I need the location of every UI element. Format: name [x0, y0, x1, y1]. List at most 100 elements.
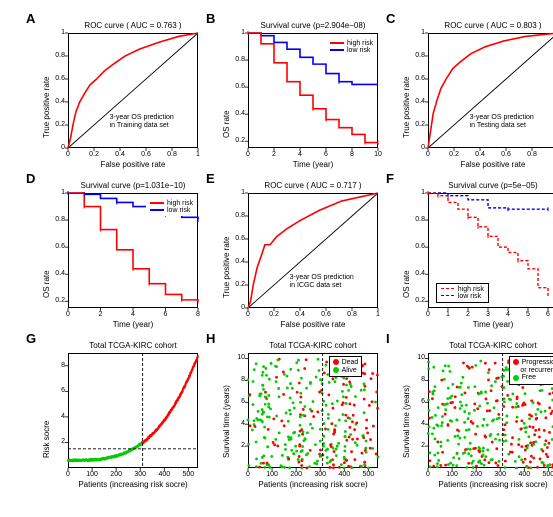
xtick: 4: [292, 151, 308, 158]
panel-label-G: G: [26, 331, 36, 346]
ytick: 1: [228, 29, 245, 36]
ytick: 0.2: [408, 297, 425, 304]
xtick: 300: [132, 471, 148, 478]
xtick: 0.4: [472, 151, 488, 158]
legend-item: low risk: [150, 207, 193, 214]
ytick: 0.2: [228, 281, 245, 288]
xtick: 1: [370, 311, 386, 318]
ytick: 0.6: [228, 235, 245, 242]
legend: Progression or recurrenceFree: [509, 356, 553, 385]
ytick: 0.4: [228, 258, 245, 265]
plot-title: Total TCGA-KIRC cohort: [63, 341, 203, 350]
panel-I: ITotal TCGA-KIRC cohortPatients (increas…: [390, 335, 553, 495]
panel-F: FSurvival curve (p=5e−05)Time (year)OS r…: [390, 175, 553, 335]
panel-G: GTotal TCGA-KIRC cohortPatients (increas…: [30, 335, 210, 495]
panel-label-F: F: [386, 171, 394, 186]
legend-item: high risk: [441, 286, 484, 293]
xtick: 300: [312, 471, 328, 478]
xtick: 0.8: [344, 311, 360, 318]
panel-label-I: I: [386, 331, 390, 346]
xtick: 8: [190, 311, 206, 318]
xtick: 0: [420, 471, 436, 478]
ylabel: True positive rate: [222, 236, 231, 298]
xtick: 4: [125, 311, 141, 318]
xtick: 1: [440, 311, 456, 318]
annotation: 3-year OS predictionin ICGC data set: [290, 274, 354, 291]
plot-title: ROC curve ( AUC = 0.803 ): [423, 21, 553, 30]
ytick: 0.2: [48, 297, 65, 304]
xtick: 0.2: [86, 151, 102, 158]
legend-item: low risk: [330, 47, 373, 54]
xtick: 2: [266, 151, 282, 158]
xlabel: False positive rate: [248, 320, 378, 329]
ytick: 0.6: [48, 75, 65, 82]
ytick: 2: [408, 442, 425, 449]
ytick: 0.8: [228, 56, 245, 63]
panel-C: CROC curve ( AUC = 0.803 )False positive…: [390, 15, 553, 175]
xlabel: Time (year): [428, 320, 553, 329]
plot-title: Total TCGA-KIRC cohort: [423, 341, 553, 350]
ytick: 0.8: [408, 216, 425, 223]
ylabel: True positive rate: [402, 76, 411, 138]
xlabel: Patients (increasing risk socre): [248, 480, 378, 489]
ytick: 0.2: [48, 121, 65, 128]
ytick: 4: [228, 420, 245, 427]
ytick: 0.2: [228, 137, 245, 144]
ytick: 0.4: [408, 270, 425, 277]
xtick: 500: [180, 471, 196, 478]
xtick: 5: [520, 311, 536, 318]
ytick: 10: [408, 354, 425, 361]
xtick: 0: [240, 471, 256, 478]
ytick: 8: [228, 376, 245, 383]
panel-E: EROC curve ( AUC = 0.717 )False positive…: [210, 175, 390, 335]
xlabel: False positive rate: [68, 160, 198, 169]
xlabel: Time (year): [68, 320, 198, 329]
ytick: 0.4: [408, 98, 425, 105]
legend-item: high risk: [150, 200, 193, 207]
ytick: 0.4: [48, 270, 65, 277]
plot-title: Total TCGA-KIRC cohort: [243, 341, 383, 350]
xtick: 400: [156, 471, 172, 478]
legend: high risklow risk: [436, 283, 489, 303]
ytick: 0.2: [408, 121, 425, 128]
xtick: 10: [370, 151, 386, 158]
xlabel: False positive rate: [428, 160, 553, 169]
annotation: 3-year OS predictionin Training data set: [110, 114, 174, 131]
legend-item: low risk: [441, 293, 484, 300]
xlabel: Patients (increasing risk socre): [428, 480, 553, 489]
xtick: 0: [240, 311, 256, 318]
xlabel: Time (year): [248, 160, 378, 169]
legend-item: Dead: [333, 359, 359, 367]
panel-label-D: D: [26, 171, 35, 186]
ytick: 0: [48, 144, 65, 151]
legend-item: high risk: [330, 40, 373, 47]
panel-H: HTotal TCGA-KIRC cohortPatients (increas…: [210, 335, 390, 495]
ytick: 4: [408, 420, 425, 427]
ytick: 0: [408, 144, 425, 151]
ytick: 4: [48, 413, 65, 420]
xtick: 2: [93, 311, 109, 318]
xtick: 400: [336, 471, 352, 478]
xtick: 200: [468, 471, 484, 478]
legend-item: Free: [513, 374, 553, 382]
xtick: 1: [190, 151, 206, 158]
xtick: 0.6: [138, 151, 154, 158]
ytick: 0.8: [48, 216, 65, 223]
xtick: 8: [344, 151, 360, 158]
ytick: 0.6: [228, 83, 245, 90]
ytick: 1: [408, 189, 425, 196]
panel-label-H: H: [206, 331, 215, 346]
ytick: 0.4: [228, 110, 245, 117]
ytick: 0.8: [48, 52, 65, 59]
ytick: 8: [408, 376, 425, 383]
xtick: 0: [420, 151, 436, 158]
xtick: 400: [516, 471, 532, 478]
ytick: 0: [228, 304, 245, 311]
ytick: 1: [408, 29, 425, 36]
panel-label-E: E: [206, 171, 215, 186]
xtick: 500: [540, 471, 553, 478]
plot-title: Survival curve (p=2.904e−08): [243, 21, 383, 30]
xtick: 100: [264, 471, 280, 478]
ytick: 6: [408, 398, 425, 405]
legend: DeadAlive: [329, 356, 363, 377]
